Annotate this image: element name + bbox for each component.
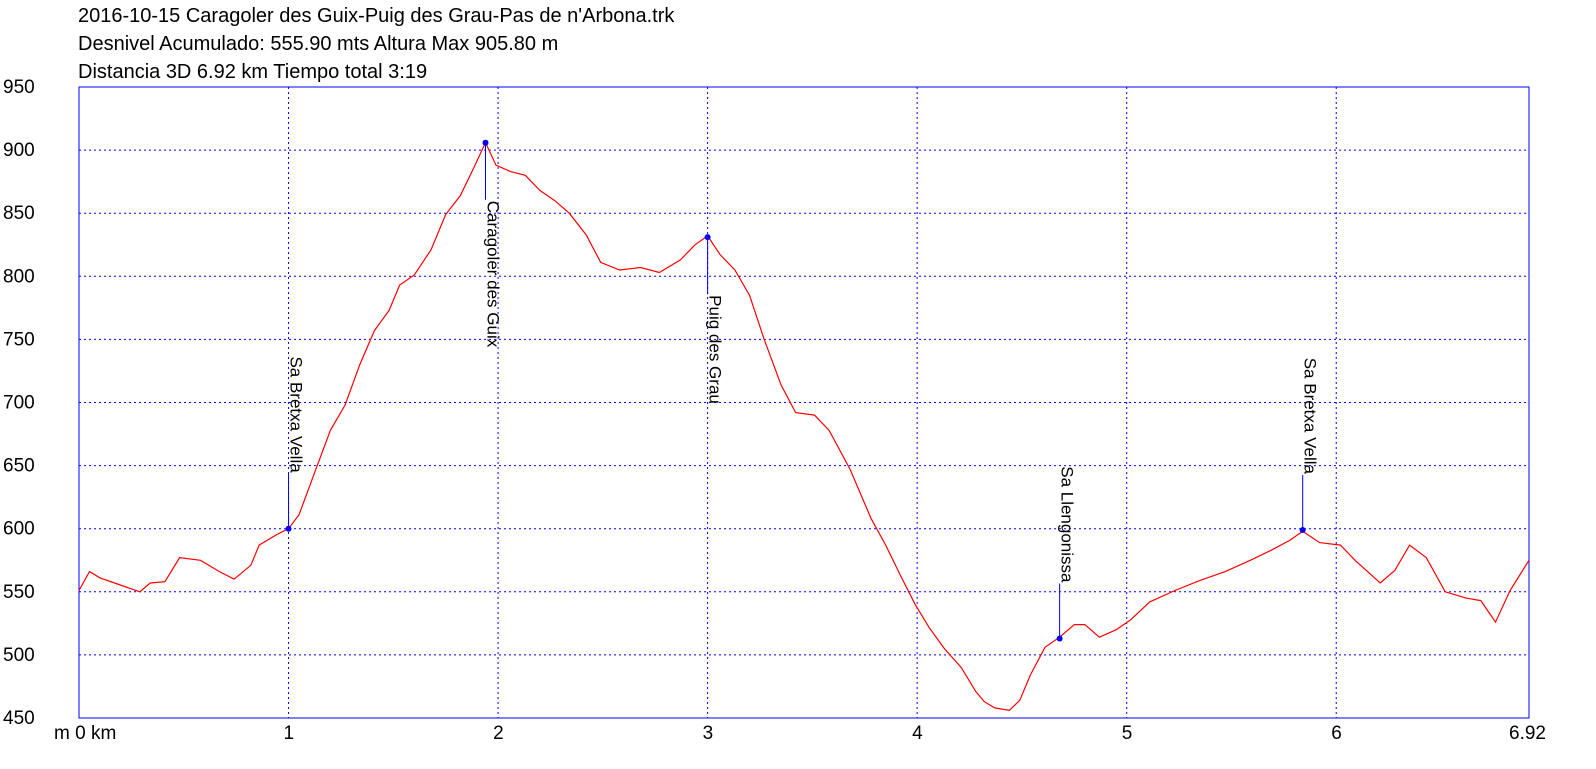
title-line: Distancia 3D 6.92 km Tiempo total 3:19 [78, 61, 427, 83]
y-tick-label: 700 [3, 393, 35, 414]
y-tick-label: 900 [3, 140, 35, 161]
waypoint-label: Sa Bretxa Vella [287, 356, 306, 473]
waypoint-label: Sa Llengonissa [1058, 466, 1077, 583]
title-line: Desnivel Acumulado: 555.90 mts Altura Ma… [78, 33, 558, 55]
y-tick-label: 850 [3, 203, 35, 224]
title-line: 2016-10-15 Caragoler des Guix-Puig des G… [78, 5, 675, 27]
waypoint-marker [285, 525, 292, 532]
y-tick-label: 800 [3, 266, 35, 287]
x-tick-label: 3 [703, 723, 714, 744]
y-tick-label: 650 [3, 456, 35, 477]
y-tick-label: 500 [3, 645, 35, 666]
y-tick-label: 450 [3, 708, 35, 729]
y-tick-label: 600 [3, 519, 35, 540]
x-tick-label: 5 [1122, 723, 1133, 744]
waypoint-label: Puig des Grau [706, 295, 725, 404]
waypoint-label: Caragoler des Guix [484, 201, 503, 348]
x-tick-label: m 0 km [54, 723, 116, 744]
y-tick-label: 950 [3, 77, 35, 98]
x-tick-label: 2 [493, 723, 504, 744]
waypoint-marker [482, 139, 489, 146]
waypoint-marker [1056, 635, 1063, 642]
y-tick-label: 750 [3, 329, 35, 350]
y-tick-label: 550 [3, 582, 35, 603]
elevation-line [78, 141, 1530, 712]
waypoint-label: Sa Bretxa Vella [1301, 358, 1320, 475]
x-tick-label: 1 [284, 723, 295, 744]
plot-frame [78, 86, 1530, 719]
x-tick-label: 6.92 [1509, 723, 1546, 744]
x-tick-label: 6 [1331, 723, 1342, 744]
x-tick-label: 4 [912, 723, 923, 744]
waypoint-marker [704, 234, 711, 241]
waypoint-marker [1299, 526, 1306, 533]
